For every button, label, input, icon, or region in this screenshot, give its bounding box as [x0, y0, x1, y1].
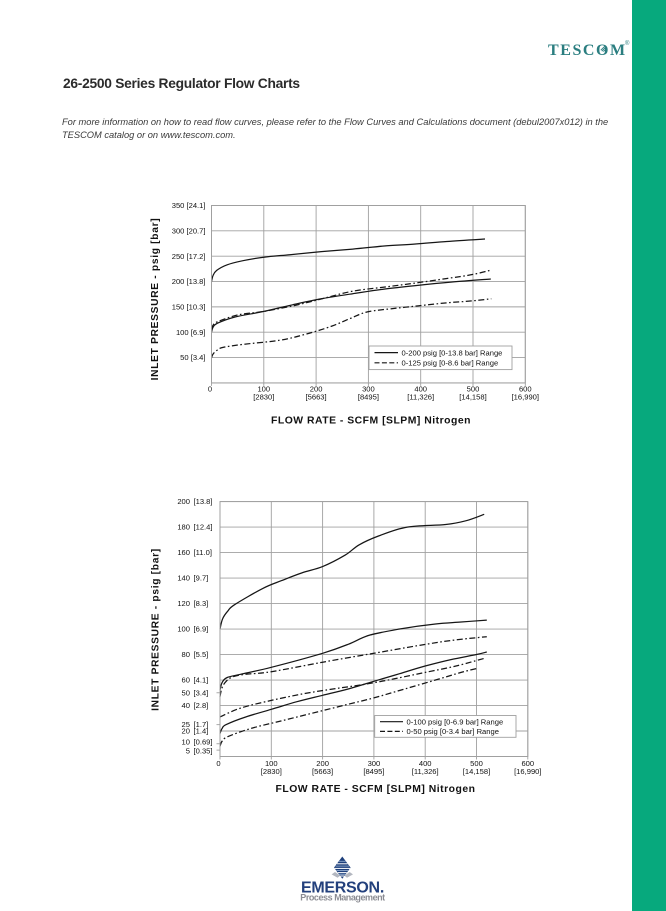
svg-text:0: 0: [216, 759, 220, 768]
svg-text:40: 40: [182, 701, 190, 710]
svg-text:100: 100: [177, 625, 190, 634]
svg-text:50 [3.4]: 50 [3.4]: [180, 353, 205, 362]
svg-text:10: 10: [182, 738, 190, 747]
svg-text:140: 140: [177, 574, 190, 583]
svg-text:[2.8]: [2.8]: [194, 701, 209, 710]
svg-text:500: 500: [467, 384, 480, 393]
svg-text:[14,158]: [14,158]: [463, 767, 490, 776]
svg-text:[11,326]: [11,326]: [412, 767, 439, 776]
svg-text:[3.4]: [3.4]: [194, 688, 209, 697]
svg-text:[8.3]: [8.3]: [194, 599, 209, 608]
svg-text:0-125 psig [0-8.6 bar] Range: 0-125 psig [0-8.6 bar] Range: [402, 359, 499, 368]
svg-text:100 [6.9]: 100 [6.9]: [176, 328, 206, 337]
svg-text:[11.0]: [11.0]: [194, 548, 212, 557]
svg-text:350 [24.1]: 350 [24.1]: [172, 201, 206, 210]
svg-text:200: 200: [177, 497, 190, 506]
svg-text:0-50 psig [0-3.4 bar] Range: 0-50 psig [0-3.4 bar] Range: [407, 727, 499, 736]
svg-text:[2830]: [2830]: [261, 767, 282, 776]
svg-text:[8495]: [8495]: [358, 392, 379, 401]
svg-text:[0.69]: [0.69]: [194, 738, 213, 747]
svg-text:200: 200: [310, 384, 323, 393]
svg-text:200 [13.8]: 200 [13.8]: [172, 277, 206, 286]
svg-text:80: 80: [182, 650, 190, 659]
svg-text:100: 100: [265, 759, 278, 768]
svg-text:[2830]: [2830]: [253, 392, 274, 401]
svg-text:[0.35]: [0.35]: [194, 746, 213, 755]
svg-text:[5663]: [5663]: [312, 767, 333, 776]
svg-text:25: 25: [182, 720, 190, 729]
svg-text:[5.5]: [5.5]: [194, 650, 209, 659]
svg-text:150 [10.3]: 150 [10.3]: [172, 303, 206, 312]
svg-text:[5663]: [5663]: [306, 392, 327, 401]
svg-text:®: ®: [625, 40, 630, 47]
svg-text:Process Management: Process Management: [300, 893, 385, 903]
svg-text:120: 120: [177, 599, 190, 608]
svg-text:[14,158]: [14,158]: [459, 392, 486, 401]
svg-text:60: 60: [182, 676, 190, 685]
svg-text:500: 500: [470, 759, 483, 768]
svg-text:[8495]: [8495]: [363, 767, 384, 776]
svg-text:INLET PRESSURE - psig [bar]: INLET PRESSURE - psig [bar]: [151, 548, 162, 711]
svg-text:[16,990]: [16,990]: [512, 392, 539, 401]
svg-text:0-100 psig [0-6.9 bar] Range: 0-100 psig [0-6.9 bar] Range: [407, 717, 504, 726]
svg-text:5: 5: [186, 746, 190, 755]
svg-text:[16,990]: [16,990]: [514, 767, 541, 776]
svg-text:[4.1]: [4.1]: [194, 676, 209, 685]
svg-text:[11,326]: [11,326]: [407, 392, 434, 401]
svg-text:[1.7]: [1.7]: [194, 720, 209, 729]
svg-text:[13.8]: [13.8]: [194, 497, 213, 506]
svg-text:FLOW RATE - SCFM [SLPM] Nitrog: FLOW RATE - SCFM [SLPM] Nitrogen: [276, 784, 476, 795]
svg-text:250 [17.2]: 250 [17.2]: [172, 252, 206, 261]
svg-text:400: 400: [419, 759, 432, 768]
svg-text:300: 300: [368, 759, 381, 768]
svg-text:EMERSON.: EMERSON.: [301, 880, 384, 897]
svg-text:50: 50: [182, 688, 190, 697]
svg-text:0: 0: [208, 384, 212, 393]
svg-text:600: 600: [519, 384, 532, 393]
svg-text:160: 160: [177, 548, 190, 557]
svg-text:20: 20: [182, 727, 190, 736]
svg-text:400: 400: [414, 384, 427, 393]
svg-text:INLET PRESSURE - psig [bar]: INLET PRESSURE - psig [bar]: [150, 218, 161, 381]
svg-text:[12.4]: [12.4]: [194, 523, 213, 532]
svg-text:600: 600: [521, 759, 534, 768]
svg-text:[1.4]: [1.4]: [194, 727, 209, 736]
svg-text:180: 180: [177, 523, 190, 532]
svg-text:FLOW RATE - SCFM [SLPM] Nitrog: FLOW RATE - SCFM [SLPM] Nitrogen: [271, 416, 471, 427]
svg-text:TESCOM: TESCOM: [548, 42, 627, 59]
svg-text:300: 300: [362, 384, 375, 393]
svg-text:100: 100: [257, 384, 270, 393]
svg-text:[9.7]: [9.7]: [194, 574, 209, 583]
svg-text:[6.9]: [6.9]: [194, 625, 209, 634]
svg-text:200: 200: [316, 759, 329, 768]
svg-text:300 [20.7]: 300 [20.7]: [172, 226, 206, 235]
svg-text:0-200 psig [0-13.8 bar] Range: 0-200 psig [0-13.8 bar] Range: [402, 348, 503, 357]
